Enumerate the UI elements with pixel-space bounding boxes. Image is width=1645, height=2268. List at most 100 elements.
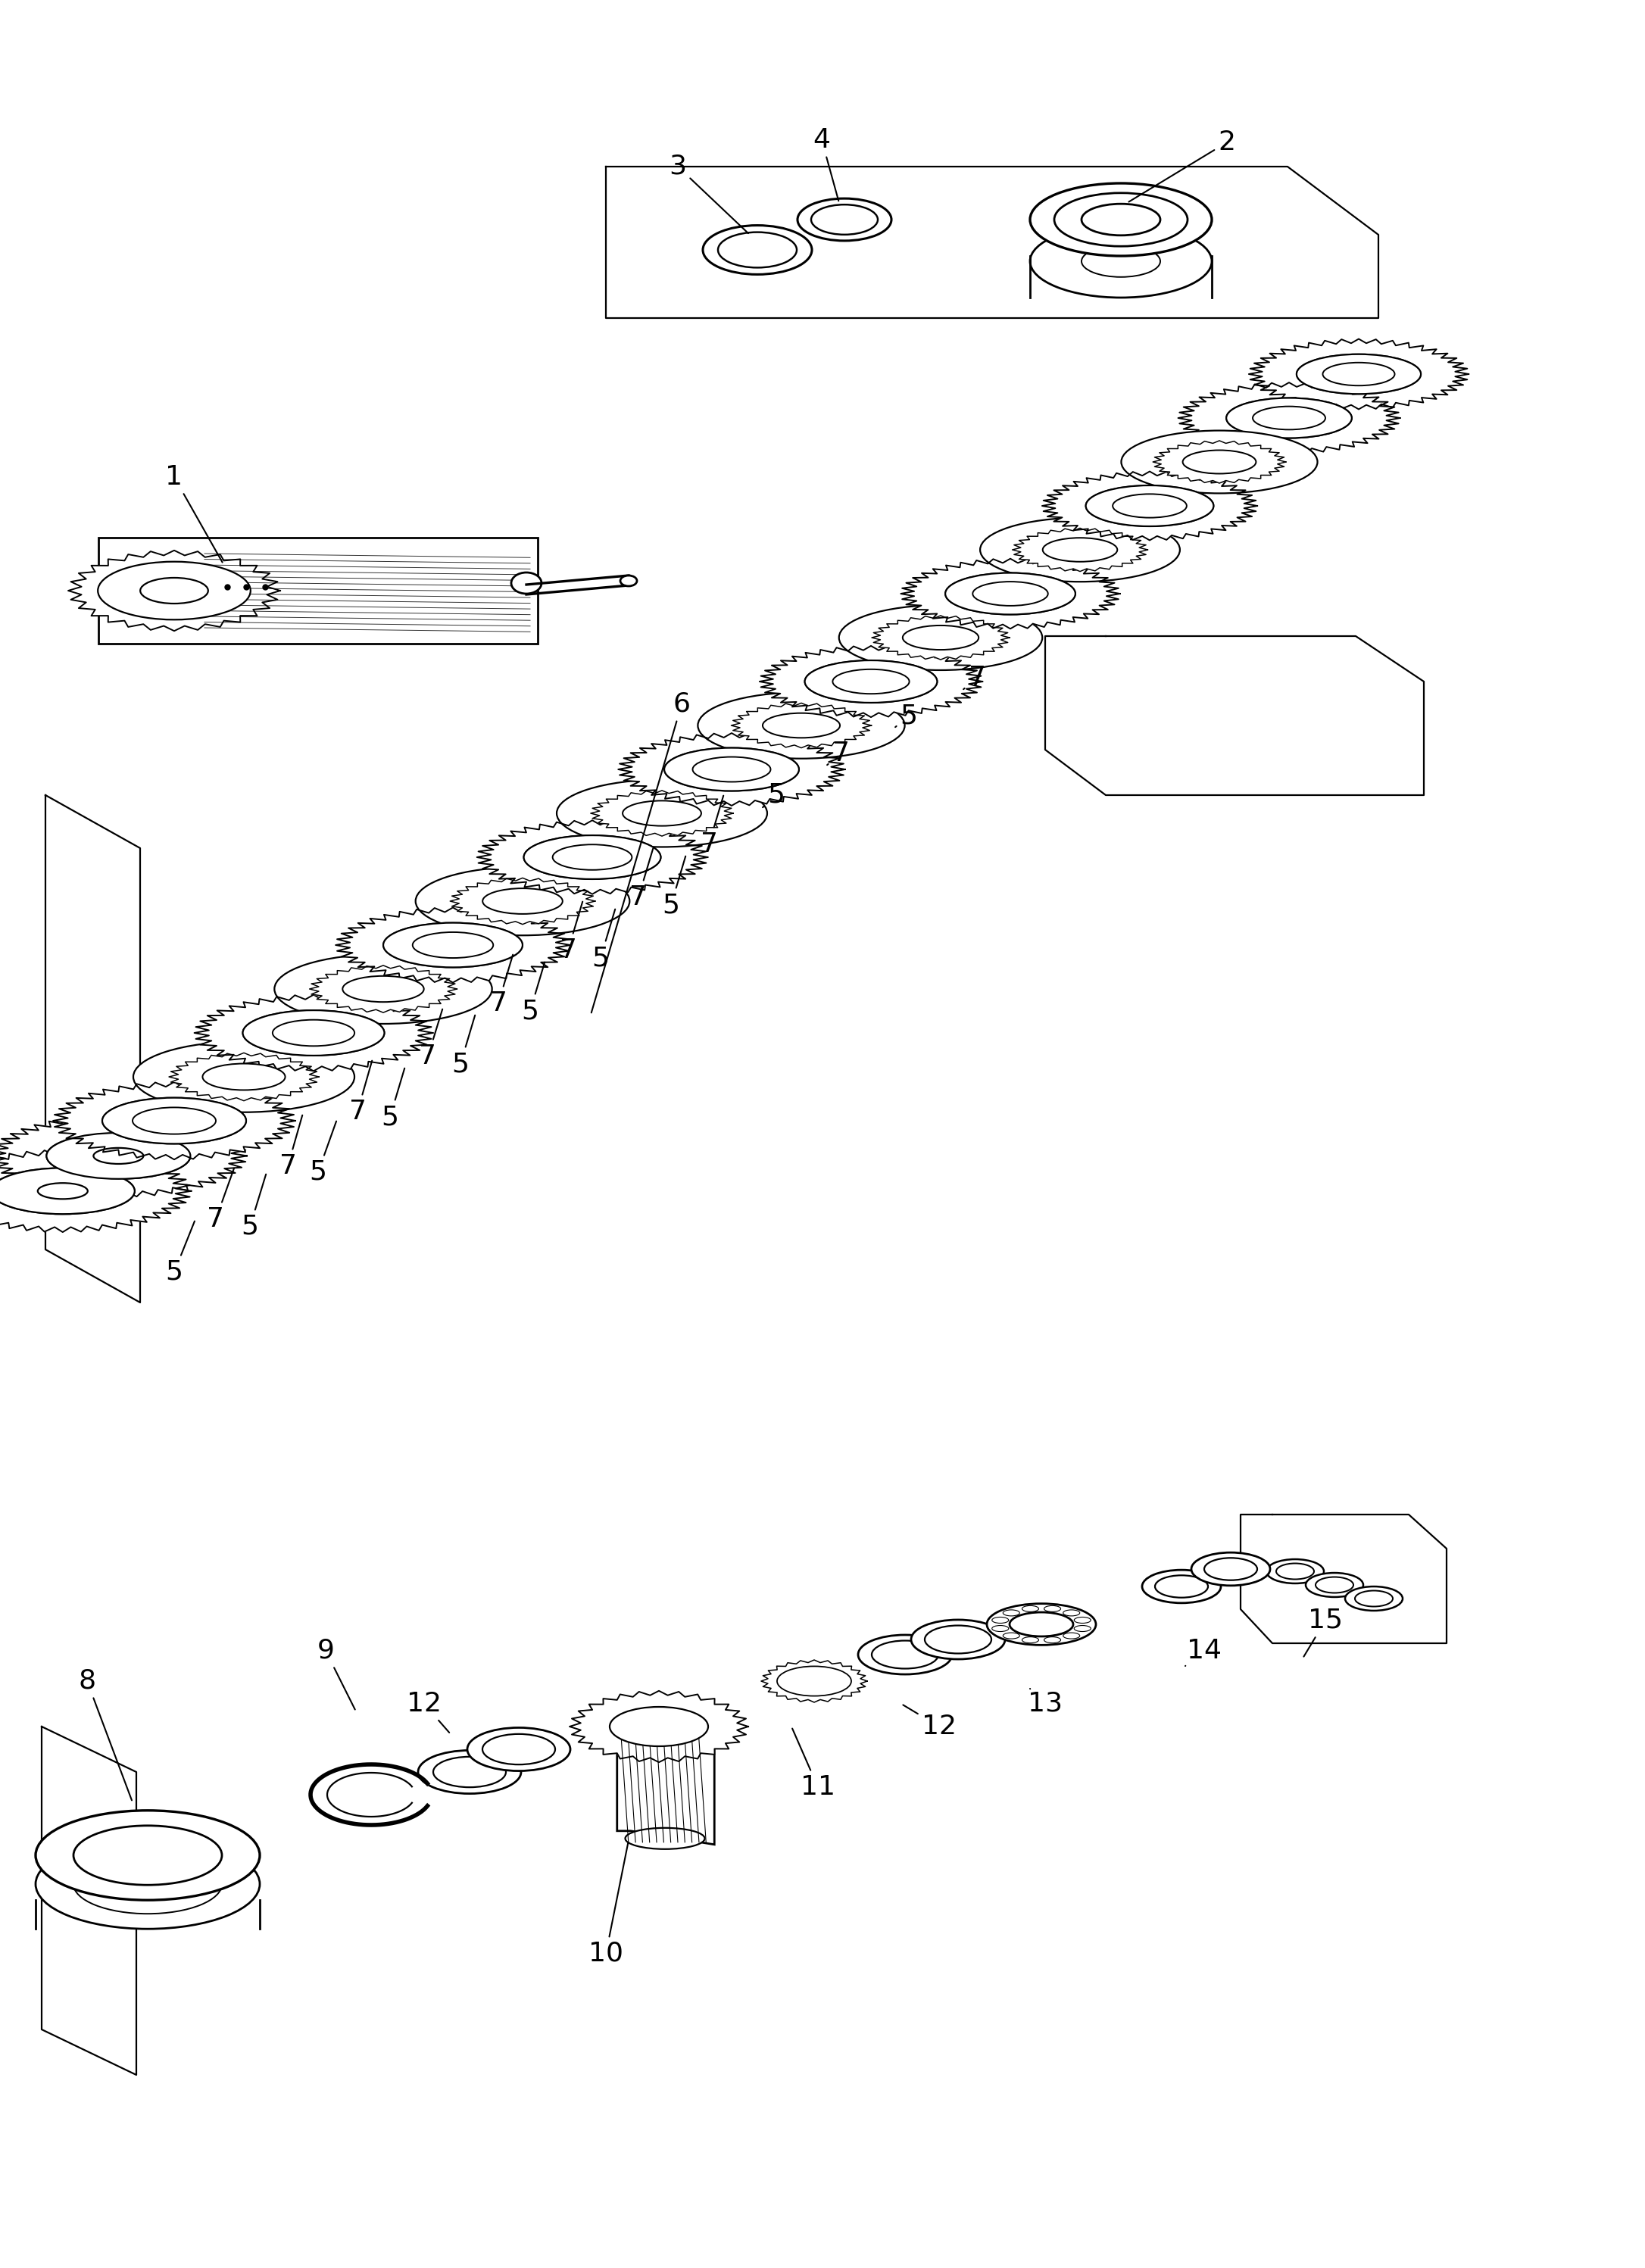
Ellipse shape bbox=[102, 1098, 247, 1143]
Ellipse shape bbox=[1086, 485, 1214, 526]
Polygon shape bbox=[53, 1082, 296, 1159]
Ellipse shape bbox=[1003, 1633, 1020, 1640]
Text: 5: 5 bbox=[382, 1068, 405, 1129]
Ellipse shape bbox=[946, 574, 1076, 615]
Polygon shape bbox=[67, 551, 280, 631]
Text: 10: 10 bbox=[589, 1842, 628, 1966]
Polygon shape bbox=[194, 996, 433, 1070]
Ellipse shape bbox=[243, 1009, 385, 1055]
Ellipse shape bbox=[763, 712, 841, 737]
Polygon shape bbox=[872, 615, 1010, 660]
Ellipse shape bbox=[202, 1064, 285, 1091]
Ellipse shape bbox=[622, 801, 701, 826]
Text: 7: 7 bbox=[207, 1168, 234, 1232]
Ellipse shape bbox=[1155, 1576, 1207, 1597]
Text: 14: 14 bbox=[1186, 1637, 1222, 1667]
Ellipse shape bbox=[697, 692, 905, 758]
Text: 8: 8 bbox=[79, 1669, 132, 1801]
Text: 5: 5 bbox=[663, 857, 686, 919]
Polygon shape bbox=[309, 966, 457, 1012]
Ellipse shape bbox=[791, 1672, 836, 1690]
Polygon shape bbox=[1249, 338, 1469, 408]
Polygon shape bbox=[477, 821, 707, 894]
Polygon shape bbox=[591, 792, 734, 837]
Ellipse shape bbox=[839, 606, 1043, 669]
Ellipse shape bbox=[46, 1132, 191, 1179]
Ellipse shape bbox=[418, 1751, 521, 1794]
Ellipse shape bbox=[1296, 354, 1421, 395]
Polygon shape bbox=[901, 558, 1120, 628]
Polygon shape bbox=[730, 703, 872, 748]
Ellipse shape bbox=[523, 835, 661, 880]
Ellipse shape bbox=[1316, 1576, 1354, 1592]
Ellipse shape bbox=[972, 581, 1048, 606]
Ellipse shape bbox=[1296, 354, 1421, 395]
Ellipse shape bbox=[1043, 538, 1117, 562]
Ellipse shape bbox=[1142, 1569, 1221, 1603]
Polygon shape bbox=[1153, 440, 1286, 483]
Ellipse shape bbox=[1081, 245, 1160, 277]
Text: 1: 1 bbox=[166, 465, 222, 562]
Text: 5: 5 bbox=[452, 1016, 475, 1077]
Ellipse shape bbox=[665, 748, 799, 792]
Ellipse shape bbox=[776, 1667, 850, 1696]
Polygon shape bbox=[1178, 383, 1400, 454]
Polygon shape bbox=[451, 878, 595, 925]
Ellipse shape bbox=[635, 1717, 683, 1735]
Ellipse shape bbox=[1074, 1617, 1091, 1624]
Text: 7: 7 bbox=[827, 742, 849, 767]
Ellipse shape bbox=[1204, 1558, 1257, 1581]
Polygon shape bbox=[99, 538, 538, 644]
Ellipse shape bbox=[717, 231, 796, 268]
Ellipse shape bbox=[811, 204, 878, 234]
Polygon shape bbox=[1012, 528, 1148, 572]
Ellipse shape bbox=[804, 660, 938, 703]
Text: 7: 7 bbox=[630, 848, 653, 909]
Ellipse shape bbox=[1112, 494, 1186, 517]
Text: 11: 11 bbox=[793, 1728, 836, 1801]
Ellipse shape bbox=[275, 955, 492, 1023]
Ellipse shape bbox=[903, 626, 979, 649]
Ellipse shape bbox=[1253, 406, 1326, 429]
Ellipse shape bbox=[1063, 1633, 1079, 1640]
Ellipse shape bbox=[97, 562, 250, 619]
Ellipse shape bbox=[1045, 1637, 1061, 1642]
Text: 7: 7 bbox=[349, 1061, 372, 1125]
Text: 5: 5 bbox=[242, 1175, 266, 1241]
Ellipse shape bbox=[992, 1617, 1008, 1624]
Ellipse shape bbox=[946, 574, 1076, 615]
Polygon shape bbox=[169, 1052, 319, 1100]
Ellipse shape bbox=[665, 748, 799, 792]
Ellipse shape bbox=[74, 1855, 222, 1914]
Text: 7: 7 bbox=[419, 1009, 443, 1068]
Ellipse shape bbox=[992, 1626, 1008, 1631]
Text: 2: 2 bbox=[1128, 129, 1235, 202]
Text: 4: 4 bbox=[813, 127, 839, 202]
Ellipse shape bbox=[416, 866, 630, 934]
Text: 5: 5 bbox=[895, 703, 918, 728]
Ellipse shape bbox=[1122, 431, 1318, 494]
Ellipse shape bbox=[467, 1728, 571, 1771]
Text: 15: 15 bbox=[1304, 1608, 1342, 1656]
Ellipse shape bbox=[1086, 485, 1214, 526]
Ellipse shape bbox=[102, 1098, 247, 1143]
Ellipse shape bbox=[74, 1826, 222, 1885]
Ellipse shape bbox=[433, 1758, 507, 1787]
Text: 5: 5 bbox=[763, 782, 785, 807]
Ellipse shape bbox=[610, 1708, 707, 1746]
Ellipse shape bbox=[383, 923, 523, 968]
Ellipse shape bbox=[980, 517, 1179, 581]
Polygon shape bbox=[0, 1116, 247, 1198]
Ellipse shape bbox=[859, 1635, 952, 1674]
Ellipse shape bbox=[1277, 1563, 1314, 1579]
Ellipse shape bbox=[36, 1810, 260, 1901]
Text: 5: 5 bbox=[166, 1220, 194, 1286]
Text: 7: 7 bbox=[964, 665, 985, 692]
Text: 7: 7 bbox=[490, 955, 513, 1016]
Ellipse shape bbox=[512, 572, 541, 594]
Text: 12: 12 bbox=[903, 1706, 956, 1740]
Ellipse shape bbox=[702, 225, 813, 274]
Ellipse shape bbox=[0, 1168, 135, 1213]
Text: 3: 3 bbox=[670, 154, 748, 234]
Ellipse shape bbox=[804, 660, 938, 703]
